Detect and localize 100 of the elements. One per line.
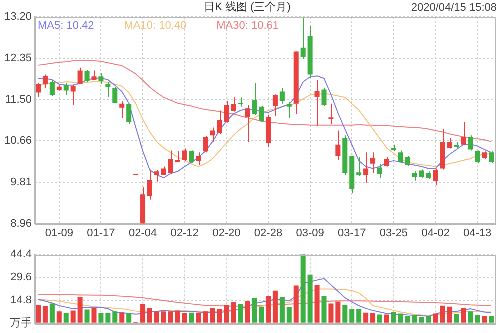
text: MA30: 10.61 (216, 20, 280, 32)
candlestick (120, 100, 125, 120)
bar (161, 312, 166, 323)
x-tick-label: 03-09 (296, 227, 324, 240)
y-tick-label: 8.96 (10, 218, 32, 230)
bar (70, 310, 76, 323)
bar (350, 308, 355, 323)
candlestick (322, 88, 327, 107)
candlestick (468, 135, 474, 152)
candlestick (189, 150, 194, 164)
candlestick (314, 80, 320, 126)
bar (231, 302, 236, 323)
bar (482, 316, 488, 323)
bar (120, 312, 125, 323)
bar (426, 316, 432, 323)
y-tick-label: 44.4 (10, 248, 32, 261)
bar (50, 304, 55, 323)
bar (356, 308, 362, 323)
candlestick (224, 100, 230, 124)
bar (336, 302, 341, 323)
text: 2020/04/15 15:08 (411, 2, 497, 14)
bar (182, 313, 188, 323)
bar (238, 304, 244, 323)
candlestick (336, 130, 341, 161)
bar (224, 305, 230, 323)
bar (412, 316, 418, 323)
candlestick (412, 171, 418, 182)
candlestick (210, 127, 216, 142)
bar (419, 317, 424, 323)
y-tick-label: 9.81 (10, 176, 32, 188)
bar (398, 314, 404, 323)
candlestick (272, 94, 278, 117)
bar (447, 306, 452, 323)
x-tick-label: 02-04 (128, 227, 158, 240)
bar (294, 286, 299, 323)
bar (286, 307, 292, 323)
candlestick (356, 157, 362, 178)
x-tick-label: 01-09 (45, 227, 74, 240)
candlestick (398, 150, 404, 164)
candlestick (231, 96, 236, 112)
candlestick (252, 82, 258, 116)
bar (112, 312, 118, 323)
candlestick (405, 156, 410, 167)
chart-title: 日K 线图 (三个月) (204, 0, 291, 14)
bar (56, 312, 62, 323)
bar (280, 297, 285, 323)
bar (342, 305, 348, 323)
bar (370, 313, 376, 323)
x-tick-label: 04-13 (464, 227, 492, 240)
candlestick (259, 106, 264, 123)
candlestick (154, 170, 160, 182)
bar (266, 296, 271, 323)
bar (391, 312, 396, 323)
bar (64, 313, 69, 323)
bar (78, 297, 83, 323)
y-tick-label: 29.6 (10, 272, 32, 284)
candlestick (328, 103, 334, 125)
bar (468, 312, 474, 323)
bar (106, 313, 111, 323)
y-tick-label: 万手 (10, 316, 32, 330)
candlestick (168, 150, 174, 175)
bar (475, 316, 480, 323)
bar (36, 305, 41, 323)
text: MA10: 10.40 (124, 20, 187, 32)
candlestick (36, 82, 41, 98)
bar (189, 312, 194, 323)
bar (328, 304, 334, 323)
bar (217, 308, 222, 323)
candlestick (217, 110, 222, 135)
candlestick (50, 80, 55, 97)
bar (377, 314, 383, 323)
bar (98, 313, 104, 323)
candlestick (112, 86, 118, 104)
candlestick (196, 152, 202, 166)
candlestick (70, 84, 76, 106)
candlestick (84, 70, 90, 83)
y-tick-label: 14.8 (10, 294, 32, 306)
bar (259, 306, 264, 323)
bar (252, 298, 258, 323)
bar (84, 310, 90, 323)
x-tick-label: 02-28 (254, 227, 283, 240)
bar (461, 308, 466, 323)
x-tick-label: 03-17 (338, 227, 366, 240)
candlestick (286, 102, 292, 119)
bar (489, 316, 494, 323)
x-tick-label: 04-02 (422, 227, 450, 240)
candlestick (78, 67, 83, 85)
candlestick (300, 16, 306, 60)
candlestick (147, 169, 153, 200)
text: MA5: 10.42 (38, 20, 94, 32)
bar (384, 314, 390, 323)
bar (322, 296, 327, 323)
candlestick (489, 151, 494, 164)
bar (314, 285, 320, 323)
candlestick (238, 97, 244, 108)
bar (454, 314, 460, 323)
bar (147, 308, 153, 323)
candlestick (175, 150, 180, 163)
candlestick (106, 82, 111, 98)
candlestick (203, 136, 208, 154)
